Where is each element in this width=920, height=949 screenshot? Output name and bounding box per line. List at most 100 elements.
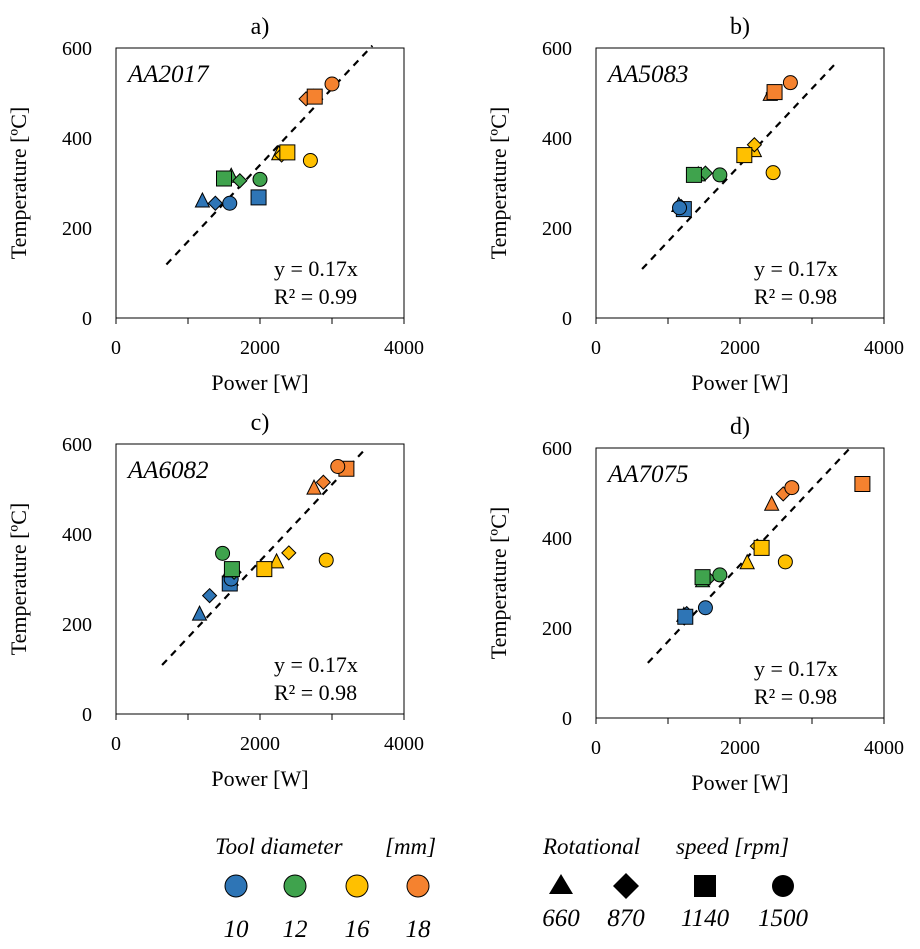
panel-a-y-tick-label: 200: [62, 218, 92, 240]
panel-b-x-tick-label: 2000: [720, 337, 760, 359]
legend-circle-12: [283, 874, 307, 898]
panel-a-alloy-name: AA2017: [126, 61, 210, 88]
panel-d-point-d18-square: [854, 476, 871, 492]
legend-circle-16: [345, 874, 369, 898]
panel-d-y-tick-label: 200: [542, 618, 572, 640]
legend-speed-1140: 1140: [681, 905, 730, 932]
panel-b-fit-line: [641, 60, 839, 270]
diamond-icon: [613, 873, 639, 899]
panel-c-point-d12-circle: [215, 545, 231, 561]
panel-a-x-tick-label: 0: [111, 337, 121, 359]
panel-d-point-d12-circle: [712, 567, 728, 583]
panel-c-point-d16-diamond: [281, 545, 297, 561]
panel-d-point-d16-square: [753, 539, 770, 556]
panel-d-y-tick-label: 400: [542, 528, 572, 550]
panel-c-y-tick-label: 200: [62, 614, 92, 636]
panel-b-x-tick-label: 0: [591, 337, 601, 359]
legend-circle-18: [406, 874, 430, 898]
legend-speed-870: 870: [607, 905, 645, 932]
panel-d-point-d12-square: [694, 569, 711, 586]
panel-d: 0 2000 4000 0 200 400 600 Power [W] Temperature …: [486, 414, 904, 795]
panel-b-x-tick-label: 4000: [864, 337, 904, 359]
panel-b-y-axis-label: Temperature [ºC]: [486, 107, 511, 260]
panel-d-y-tick-label: 600: [542, 438, 572, 460]
legend-speed-unit: speed [rpm]: [676, 834, 789, 859]
panel-a-y-tick-label: 0: [82, 308, 92, 330]
panel-a-x-axis-label: Power [W]: [211, 370, 308, 395]
panel-d-point-d10-square: [677, 608, 694, 625]
panel-c-point-d16-circle: [318, 552, 334, 568]
panel-b-x-axis-label: Power [W]: [691, 370, 788, 395]
panel-c-plot-frame: [115, 443, 405, 715]
panel-c-x-tick-label: 2000: [240, 733, 280, 755]
panel-d-point-d16-circle: [777, 554, 793, 570]
panel-c-point-d12-square: [223, 561, 240, 578]
panel-a-r-squared: R² = 0.99: [274, 284, 357, 309]
panel-a-x-tick-label: 4000: [384, 337, 424, 359]
panel-c-x-tick-label: 0: [111, 733, 121, 755]
panel-b-point-d18-square: [766, 84, 783, 101]
panel-b: 0 2000 4000 0 200 400 600 Power [W] Temperature …: [486, 14, 904, 395]
panel-b-r-squared: R² = 0.98: [754, 284, 837, 309]
circle-icon: [772, 875, 794, 897]
panel-a-point-d12-circle: [252, 171, 268, 187]
panel-c-point-d10-diamond: [201, 587, 218, 604]
panel-c-fit-equation: y = 0.17x: [274, 652, 358, 677]
panel-b-label: b): [730, 14, 750, 40]
legend: Tool diameter [mm] 10 12 16 18 Rotationa…: [215, 834, 809, 943]
panel-b-y-tick-label: 400: [542, 128, 572, 150]
panel-a-point-d16-circle: [302, 153, 318, 168]
panel-c-point-d10-triangle: [191, 604, 208, 621]
panel-d-fit-equation: y = 0.17x: [754, 656, 838, 681]
panel-c-point-d18-circle: [330, 459, 346, 474]
panel-b-plot-frame: [595, 47, 885, 319]
panel-c: 0 2000 4000 0 200 400 600 Power [W] Temperature …: [6, 410, 424, 791]
panel-b-point-d10-circle: [672, 200, 688, 216]
panel-a-y-axis-label: Temperature [ºC]: [6, 107, 31, 260]
panel-c-point-d18-triangle: [306, 478, 322, 495]
panel-a-point-d10-triangle: [194, 191, 211, 208]
panel-c-y-tick-label: 400: [62, 524, 92, 546]
panel-d-alloy-name: AA7075: [606, 461, 689, 488]
panel-d-point-d10-circle: [697, 600, 713, 616]
legend-diameter-12: 12: [283, 916, 308, 943]
panel-c-y-axis-label: Temperature [ºC]: [6, 503, 31, 656]
panel-a-point-d10-square: [250, 189, 267, 206]
panel-b-y-tick-label: 0: [562, 308, 572, 330]
panel-d-point-d18-circle: [784, 480, 800, 496]
panel-a-fit-equation: y = 0.17x: [274, 256, 358, 281]
panel-d-x-tick-label: 0: [591, 737, 601, 759]
panel-d-point-d16-triangle: [739, 553, 756, 570]
panel-a-point-d18-circle: [324, 76, 340, 92]
panel-b-fit-equation: y = 0.17x: [754, 256, 838, 281]
panel-b-point-d16-square: [736, 147, 753, 164]
panel-c-label: c): [251, 410, 270, 436]
legend-diameter-10: 10: [224, 916, 250, 943]
panel-a-y-tick-label: 400: [62, 128, 92, 150]
panel-d-point-d18-triangle: [763, 495, 780, 511]
panel-c-fit-line: [161, 447, 367, 666]
panel-b-alloy-name: AA5083: [606, 61, 689, 88]
panel-c-alloy-name: AA6082: [126, 457, 209, 484]
panel-b-point-d16-circle: [765, 165, 781, 181]
panel-c-point-d18-diamond: [315, 474, 332, 490]
panel-a-y-tick-label: 600: [62, 38, 92, 60]
legend-diameter-16: 16: [345, 916, 371, 943]
panel-a-label: a): [251, 14, 270, 40]
legend-circle-10: [224, 874, 248, 898]
panel-c-point-d16-square: [256, 561, 273, 578]
triangle-icon: [549, 874, 573, 894]
panel-d-y-axis-label: Temperature [ºC]: [486, 507, 511, 660]
panel-d-label: d): [730, 414, 750, 440]
panel-b-point-d12-square: [685, 166, 702, 183]
panel-c-x-tick-label: 4000: [384, 733, 424, 755]
legend-diameter-unit: [mm]: [385, 834, 436, 859]
panel-d-x-tick-label: 2000: [720, 737, 760, 759]
panel-c-point-d16-triangle: [268, 552, 285, 569]
panel-a-point-d12-diamond: [232, 173, 248, 189]
legend-speed-title: Rotational: [542, 834, 640, 859]
square-icon: [694, 875, 716, 897]
panel-d-x-tick-label: 4000: [864, 737, 904, 759]
panel-a-point-d18-square: [306, 88, 323, 105]
